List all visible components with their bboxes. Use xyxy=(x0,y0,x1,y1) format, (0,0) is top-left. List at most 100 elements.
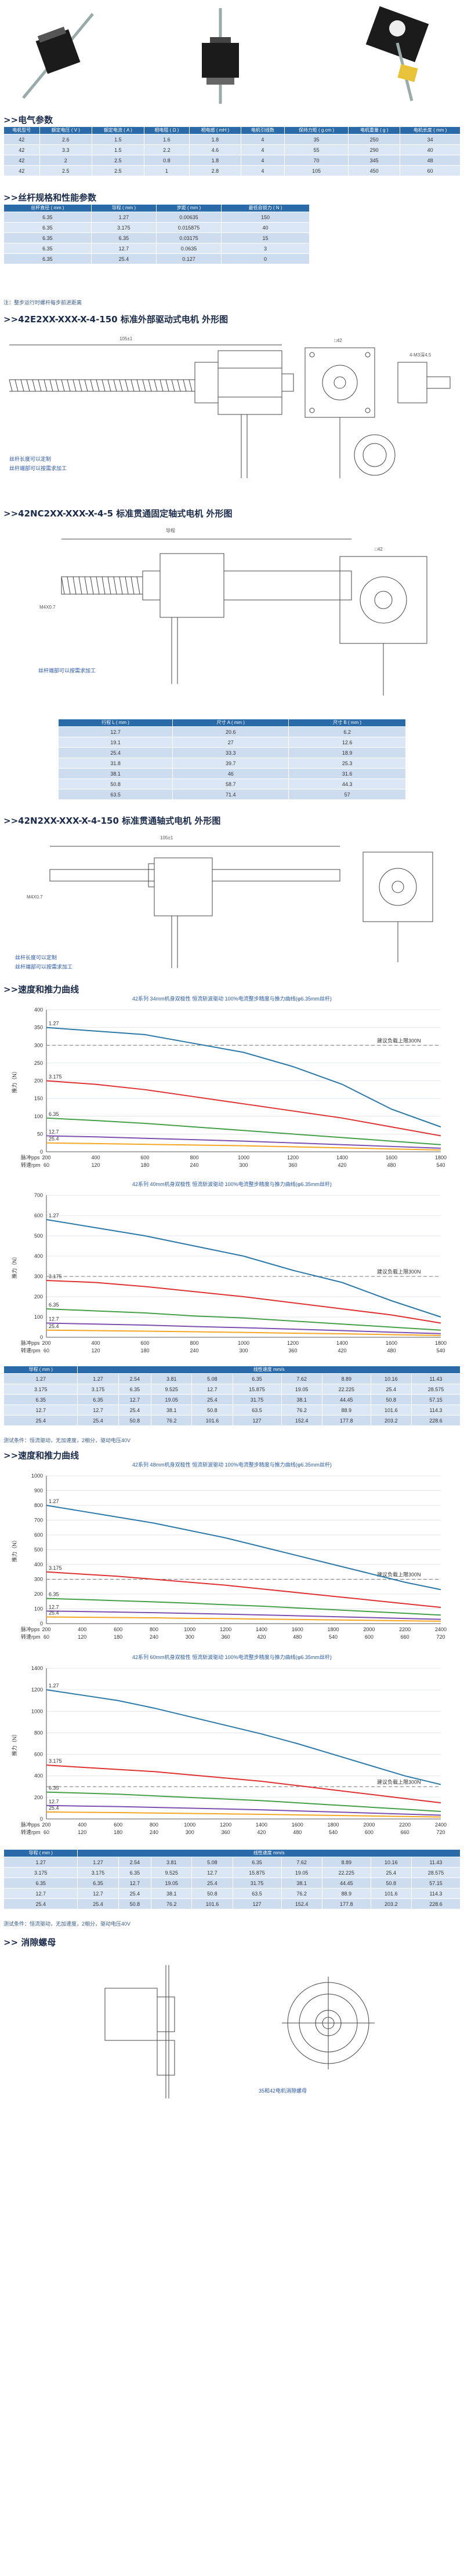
electrical-cell: 4 xyxy=(240,155,285,166)
speed-table-2: 导程 ( mm ) 线性速度 mm/s 1.27 1.27 2.54 3.81 5.08 6.… xyxy=(3,1849,461,1909)
y-tick-label: 600 xyxy=(34,1752,43,1758)
speed-cell: 3.175 xyxy=(77,1384,119,1395)
motor-photo-1 xyxy=(22,13,94,99)
series-label: 1.27 xyxy=(49,1498,59,1504)
electrical-cell: 1.6 xyxy=(143,134,190,145)
size-header: 尺寸 B ( mm ) xyxy=(288,719,406,727)
series-label: 12.7 xyxy=(49,1129,59,1134)
electrical-cell: 2.5 xyxy=(92,165,144,176)
electrical-cell: 4.6 xyxy=(188,144,241,155)
speed-cell: 3.175 xyxy=(77,1867,119,1878)
speed-cell: 12.7 xyxy=(191,1867,233,1878)
screw-cell: 6.35 xyxy=(3,232,92,243)
x-tick-label-rpm: 660 xyxy=(401,1829,409,1835)
dim-label-m4-2: M4X0.7 xyxy=(27,894,43,900)
size-cell: 12.7 xyxy=(57,726,173,737)
x-tick-label: 400 xyxy=(78,1627,86,1632)
y-tick-label: 100 xyxy=(34,1606,43,1612)
section-motor2: >>42NC2XX-XXX-X-4-5 标准贯通固定轴式电机 外形图 xyxy=(3,508,233,519)
x-tick-label: 400 xyxy=(91,1155,100,1160)
speed-cell: 12.7 xyxy=(77,1888,119,1899)
series-label: 6.35 xyxy=(49,1111,59,1117)
x-tick-label: 1600 xyxy=(386,1340,397,1346)
series-line-12.7 xyxy=(46,1322,441,1334)
speed-cell: 6.35 xyxy=(232,1857,282,1868)
x-tick-label: 2400 xyxy=(435,1822,447,1828)
series-label: 6.35 xyxy=(49,1592,59,1598)
screw-cell: 1.27 xyxy=(90,212,157,223)
series-label: 3.175 xyxy=(49,1074,62,1080)
screw-cell: 0.127 xyxy=(155,253,222,264)
x-tick-label: 1400 xyxy=(336,1155,348,1160)
speed-cell: 6.35 xyxy=(118,1384,152,1395)
table-row: 25.4 25.4 50.8 76.2 101.6 127 152.4 177.8 203.2 2… xyxy=(3,1415,461,1426)
speed-cell: 28.575 xyxy=(411,1384,461,1395)
table-row: 42 2.5 2.5 1 2.8 4 105 450 60 xyxy=(3,165,461,176)
electrical-cell: 2.2 xyxy=(143,144,190,155)
speed-cell: 25.4 xyxy=(191,1394,233,1405)
y-tick-label: 200 xyxy=(34,1591,43,1597)
x-tick-label-rpm: 540 xyxy=(436,1162,445,1168)
electrical-cell: 40 xyxy=(400,144,461,155)
speed-cell: 28.575 xyxy=(411,1867,461,1878)
speed-cell: 127 xyxy=(232,1415,282,1426)
table-row: 6.35 12.7 0.0635 3 xyxy=(3,243,310,254)
y-tick-label: 1200 xyxy=(31,1687,43,1693)
speed-cell: 203.2 xyxy=(370,1415,412,1426)
y-tick-label: 0 xyxy=(40,1621,43,1627)
screw-cell: 3.175 xyxy=(90,222,157,233)
series-label: 1.27 xyxy=(49,1021,59,1027)
electrical-header: 电机重量 ( g ) xyxy=(348,126,401,134)
x-tick-label-rpm: 180 xyxy=(114,1829,122,1835)
table-row: 38.1 46 31.6 xyxy=(57,768,406,779)
x-tick-label: 1600 xyxy=(292,1627,303,1632)
speed-cell: 6.35 xyxy=(3,1878,78,1889)
x-tick-label-rpm: 60 xyxy=(44,1348,49,1354)
x-tick-label-rpm: 60 xyxy=(44,1162,49,1168)
electrical-cell: 1.8 xyxy=(188,155,241,166)
x-tick-label: 2200 xyxy=(399,1822,411,1828)
speed-cell: 76.2 xyxy=(151,1415,193,1426)
dim-label-1: 105±1 xyxy=(119,336,133,341)
series-line-3.175 xyxy=(46,1080,441,1137)
speed-cell: 6.35 xyxy=(118,1867,152,1878)
y-tick-label: 1000 xyxy=(31,1708,43,1714)
series-label: 25.4 xyxy=(49,1136,59,1142)
electrical-cell: 2.5 xyxy=(92,155,144,166)
x-tick-label-rpm: 720 xyxy=(436,1829,445,1835)
table-row: 12.7 20.6 6.2 xyxy=(57,726,406,737)
electrical-header: 电机引线数 xyxy=(240,126,285,134)
series-line-6.35 xyxy=(46,1791,441,1812)
speed-cell: 5.08 xyxy=(191,1857,233,1868)
series-label: 12.7 xyxy=(49,1799,59,1804)
x-tick-label-rpm: 480 xyxy=(387,1162,396,1168)
y-tick-label: 0 xyxy=(40,1334,43,1340)
dim-label-sq: □42 xyxy=(375,547,383,552)
speed-cell: 25.4 xyxy=(118,1888,152,1899)
y-tick-label: 100 xyxy=(34,1314,43,1320)
speed-cell: 22.225 xyxy=(321,1867,371,1878)
x-tick-label-rpm: 360 xyxy=(288,1162,297,1168)
y-tick-label: 250 xyxy=(34,1060,43,1066)
speed-cell: 15.875 xyxy=(232,1867,282,1878)
electrical-cell: 42 xyxy=(3,165,40,176)
speed-cell: 228.6 xyxy=(411,1415,461,1426)
electrical-cell: 0.8 xyxy=(143,155,190,166)
y-tick-label: 700 xyxy=(34,1192,43,1198)
x-tick-label: 800 xyxy=(150,1822,158,1828)
x-tick-label-rpm: 420 xyxy=(338,1348,346,1354)
x-tick-label-rpm: 660 xyxy=(401,1634,409,1640)
reference-label: 建议负载上限300N xyxy=(377,1778,421,1785)
speed-cell: 114.3 xyxy=(411,1405,461,1416)
speed-cell: 25.4 xyxy=(370,1867,412,1878)
speed-cell: 6.35 xyxy=(77,1878,119,1889)
electrical-cell: 2.6 xyxy=(39,134,93,145)
section-speed2: >>速度和推力曲线 xyxy=(3,1450,79,1461)
dim-label-m4: M4X0.7 xyxy=(39,605,56,610)
series-line-12.7 xyxy=(46,1135,441,1149)
speed-cell: 3.81 xyxy=(151,1373,193,1384)
size-cell: 18.9 xyxy=(288,747,406,758)
x-tick-label: 1800 xyxy=(328,1627,339,1632)
x-tick-label-rpm: 480 xyxy=(293,1829,302,1835)
series-label: 25.4 xyxy=(49,1805,59,1811)
